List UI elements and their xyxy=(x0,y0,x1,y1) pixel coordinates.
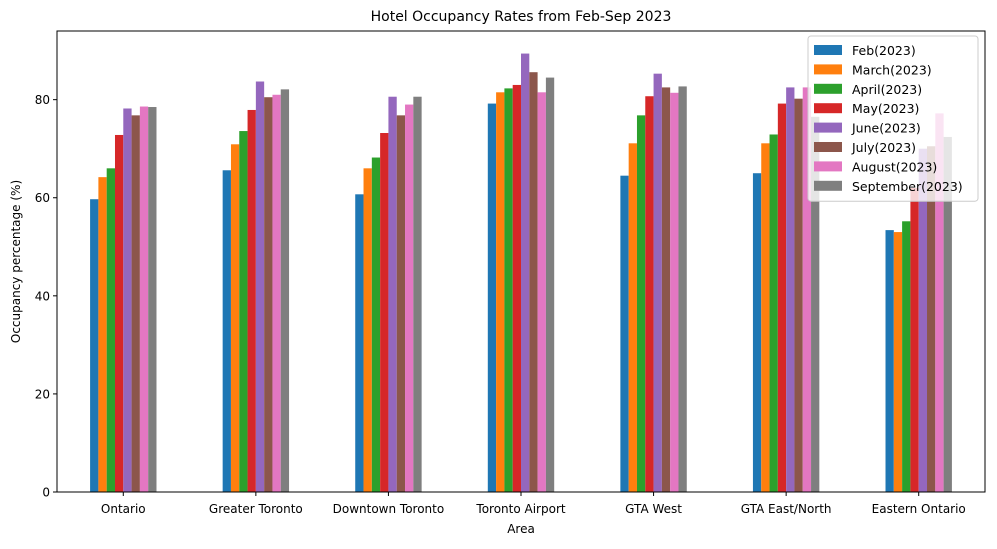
x-tick-label: Eastern Ontario xyxy=(872,502,966,516)
bar xyxy=(761,143,770,492)
bar xyxy=(380,133,389,492)
bar xyxy=(487,103,497,492)
legend-label: May(2023) xyxy=(852,101,919,116)
legend-swatch xyxy=(814,142,842,152)
x-tick-label: GTA West xyxy=(625,502,682,516)
legend-label: Feb(2023) xyxy=(852,43,916,58)
bar xyxy=(114,134,124,492)
bars-group xyxy=(90,53,952,493)
bar xyxy=(537,92,546,493)
y-tick-label: 20 xyxy=(35,387,50,401)
bar xyxy=(255,81,265,492)
bar xyxy=(504,88,513,492)
bar xyxy=(636,115,646,492)
bar xyxy=(811,116,820,492)
x-tick-label: GTA East/North xyxy=(741,502,832,516)
bar xyxy=(661,87,671,493)
legend: Feb(2023) March(2023) April(2023) May(2023)… xyxy=(807,35,979,202)
legend-swatch xyxy=(814,83,842,94)
bar xyxy=(620,175,629,492)
bar xyxy=(363,168,372,492)
bar xyxy=(777,103,787,492)
y-tick-label: 0 xyxy=(42,486,50,500)
legend-label: August(2023) xyxy=(852,159,937,174)
bar xyxy=(645,96,654,492)
bar xyxy=(131,115,140,492)
bar xyxy=(371,157,381,492)
legend-swatch xyxy=(814,161,842,172)
x-axis: Ontario Greater Toronto Downtown Toronto To… xyxy=(101,492,966,516)
legend-swatch xyxy=(814,122,842,133)
bar xyxy=(106,168,115,492)
bar xyxy=(918,148,928,492)
bar xyxy=(935,113,944,492)
bar xyxy=(355,194,364,492)
y-axis: 0 20 40 60 80 xyxy=(35,93,57,500)
legend-swatch xyxy=(814,103,842,114)
legend-label: June(2023) xyxy=(851,121,921,136)
legend-swatch xyxy=(814,180,842,191)
bar xyxy=(885,230,894,493)
legend-label: April(2023) xyxy=(852,82,922,97)
bar xyxy=(670,92,679,492)
legend-label: March(2023) xyxy=(852,62,932,77)
bar xyxy=(280,89,290,493)
bar xyxy=(139,106,149,492)
y-axis-label: Occupancy percentage (%) xyxy=(9,180,23,343)
y-tick-label: 40 xyxy=(35,289,50,303)
chart-title: Hotel Occupancy Rates from Feb-Sep 2023 xyxy=(371,9,672,25)
bar xyxy=(545,77,555,492)
bar xyxy=(388,96,397,492)
x-tick-label: Ontario xyxy=(101,502,146,516)
bar xyxy=(521,53,530,493)
bar xyxy=(98,177,107,492)
bar xyxy=(910,187,919,492)
bar xyxy=(239,131,248,493)
bar xyxy=(678,86,687,493)
bar xyxy=(802,87,812,493)
bar xyxy=(413,96,422,492)
legend-box xyxy=(807,35,979,202)
bar xyxy=(902,221,911,493)
legend-swatch xyxy=(814,64,842,75)
y-tick-label: 80 xyxy=(35,93,50,107)
bar xyxy=(927,146,936,492)
bar xyxy=(230,144,240,493)
bar xyxy=(222,170,231,492)
bar xyxy=(512,84,521,492)
bar xyxy=(496,92,505,493)
legend-label: September(2023) xyxy=(852,179,963,194)
bar xyxy=(264,97,273,493)
y-tick-label: 60 xyxy=(35,191,50,205)
bar xyxy=(90,199,99,492)
bar xyxy=(752,173,762,492)
bar xyxy=(653,73,662,493)
x-tick-label: Downtown Toronto xyxy=(333,502,445,516)
bar xyxy=(786,87,795,493)
bar xyxy=(893,232,903,492)
bar xyxy=(529,72,538,492)
bar xyxy=(148,107,157,493)
bar xyxy=(247,109,256,493)
bar xyxy=(396,115,406,492)
bar xyxy=(272,94,281,492)
legend-swatch xyxy=(814,45,842,55)
bar xyxy=(123,108,132,493)
legend-label: July(2023) xyxy=(851,140,916,155)
bar xyxy=(628,143,637,492)
x-tick-label: Greater Toronto xyxy=(209,502,303,516)
bar xyxy=(794,98,803,493)
bar xyxy=(405,104,414,492)
x-axis-label: Area xyxy=(507,522,535,536)
bar xyxy=(769,134,778,493)
x-tick-label: Toronto Airport xyxy=(475,502,565,516)
bar xyxy=(943,136,952,492)
